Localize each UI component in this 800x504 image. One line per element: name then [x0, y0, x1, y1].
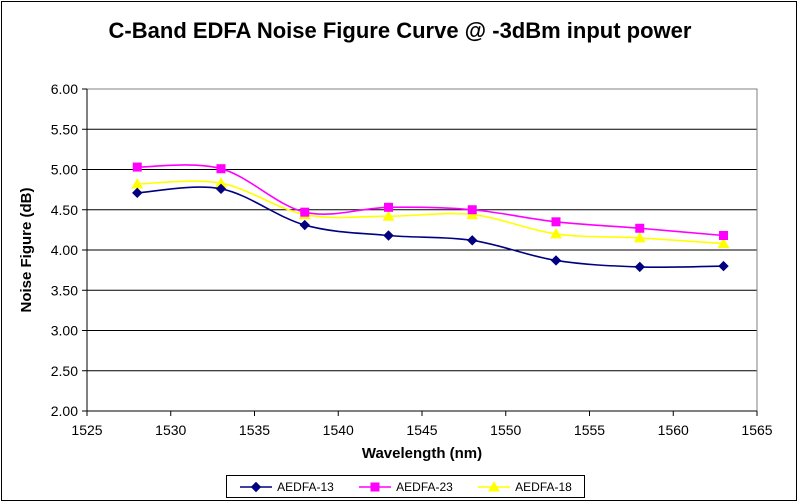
legend-label-series-3: AEDFA-18 [515, 479, 572, 494]
series-2 [132, 162, 728, 241]
data-point [300, 207, 310, 217]
series-line-1 [137, 186, 724, 268]
data-point [633, 231, 646, 243]
data-point [132, 162, 142, 172]
legend-item-series-2: AEDFA-23 [358, 480, 453, 494]
data-point [717, 237, 730, 249]
y-tick-label: 4.00 [51, 242, 78, 258]
x-tick-label: 1565 [741, 422, 772, 438]
y-tick-label: 2.50 [51, 363, 78, 379]
y-tick-label: 2.00 [51, 403, 78, 419]
data-point [299, 219, 310, 231]
legend-label-series-1: AEDFA-13 [277, 479, 334, 494]
chart-legend: AEDFA-13 AEDFA-23 AEDFA-18 [226, 475, 585, 498]
y-axis-label: Noise Figure (dB) [18, 187, 35, 312]
x-tick-label: 1530 [155, 422, 186, 438]
series-1 [132, 183, 729, 273]
chart-title: C-Band EDFA Noise Figure Curve @ -3dBm i… [108, 18, 692, 43]
data-point [551, 217, 561, 227]
legend-item-series-3: AEDFA-18 [477, 480, 572, 494]
legend-swatch-series-1 [240, 481, 273, 492]
legend-swatch-series-2 [359, 482, 392, 491]
data-point [550, 227, 562, 239]
series-line-2 [137, 164, 724, 237]
legend-label-series-2: AEDFA-23 [396, 479, 453, 494]
data-point [718, 260, 729, 272]
data-point [382, 210, 395, 221]
legend-marker [488, 480, 500, 491]
x-tick-label: 1550 [490, 422, 521, 438]
y-tick-label: 3.00 [51, 323, 78, 339]
legend-swatch-series-3 [478, 480, 511, 491]
legend-marker [250, 481, 262, 492]
data-point [384, 202, 393, 212]
y-tick-label: 5.00 [51, 162, 78, 178]
x-tick-label: 1540 [323, 422, 354, 438]
y-tick-label: 6.00 [51, 81, 78, 97]
y-tick-label: 4.50 [51, 202, 78, 218]
data-point [634, 261, 645, 273]
y-tick-label: 5.50 [51, 121, 78, 137]
legend-marker [370, 482, 380, 491]
data-point [467, 235, 478, 246]
data-point [635, 223, 645, 233]
legend-item-series-1: AEDFA-13 [239, 480, 334, 494]
data-point [383, 230, 394, 241]
x-tick-label: 1545 [406, 422, 437, 438]
data-point [216, 164, 226, 174]
x-tick-label: 1525 [71, 422, 102, 438]
data-point [215, 183, 227, 195]
series-line-3 [137, 180, 724, 245]
x-axis-label: Wavelength (nm) [362, 445, 482, 462]
data-point [550, 255, 562, 266]
y-tick-label: 3.50 [51, 282, 78, 298]
x-tick-label: 1535 [239, 422, 270, 438]
data-point [719, 231, 728, 241]
data-point [467, 205, 477, 215]
data-point [132, 187, 143, 199]
x-tick-label: 1555 [574, 422, 605, 438]
x-tick-label: 1560 [658, 422, 689, 438]
